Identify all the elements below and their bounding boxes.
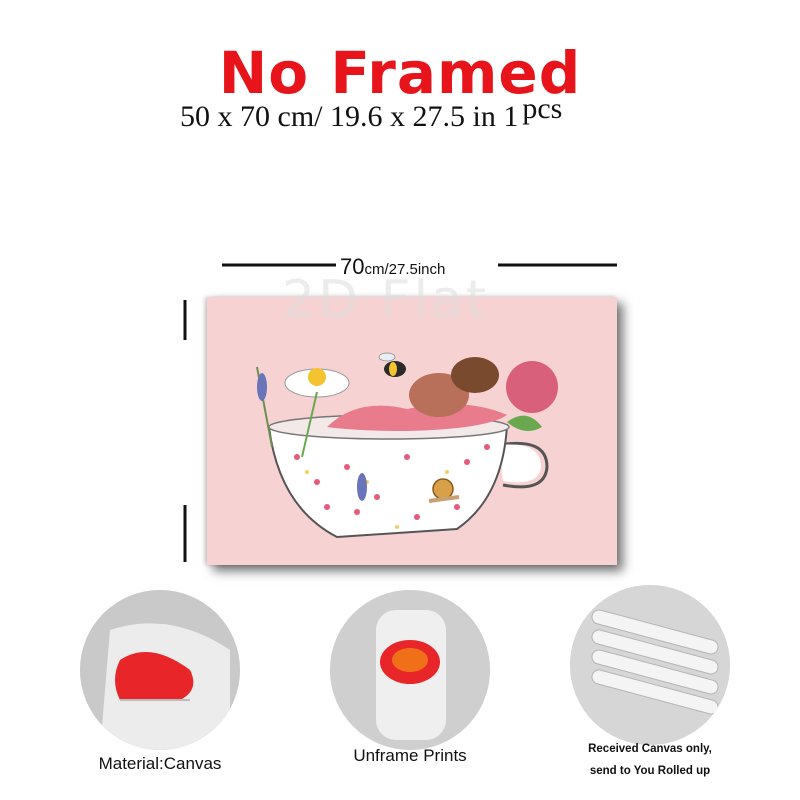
caption-received: Received Canvas only, send to You Rolled… bbox=[560, 738, 740, 782]
size-info: 50 x 70 cm/ 19.6 x 27.5 in 1 pcs bbox=[180, 92, 562, 134]
fairy-hair bbox=[451, 357, 499, 393]
fairy-head bbox=[409, 373, 469, 417]
lavender-top bbox=[257, 373, 267, 401]
caption-received-line2: send to You Rolled up bbox=[589, 765, 711, 777]
width-label: 70cm/27.5inch bbox=[340, 254, 445, 280]
caption-received-line1: Received Canvas only, bbox=[588, 743, 712, 755]
cup-handle bbox=[498, 441, 549, 489]
daisy-flower bbox=[284, 368, 350, 458]
quantity-unit: pcs bbox=[522, 92, 563, 125]
unframe-print-photo bbox=[330, 590, 490, 750]
watermark-text: 2D Flat bbox=[282, 270, 490, 330]
caption-material: Material:Canvas bbox=[98, 754, 222, 773]
teacup-illustration bbox=[256, 352, 558, 539]
quantity-number: 1 bbox=[503, 100, 519, 133]
canvas-inner bbox=[115, 652, 194, 700]
bee bbox=[378, 352, 406, 377]
width-unit: cm/27.5inch bbox=[364, 261, 446, 278]
flower-hat bbox=[506, 361, 558, 413]
canvas-artwork bbox=[207, 297, 617, 565]
canvas-material-photo bbox=[80, 590, 240, 750]
lavender-bottom bbox=[357, 473, 367, 501]
caption-unframe: Unframe Prints bbox=[353, 746, 467, 765]
snail bbox=[428, 478, 460, 503]
leaf bbox=[507, 415, 542, 431]
fairy-dress bbox=[327, 404, 507, 431]
headline-title: No Framed bbox=[218, 39, 582, 107]
size-text: 50 x 70 cm/ 19.6 x 27.5 in bbox=[180, 100, 496, 133]
width-value: 70 bbox=[340, 254, 365, 279]
rolled-package-photo bbox=[570, 585, 730, 745]
